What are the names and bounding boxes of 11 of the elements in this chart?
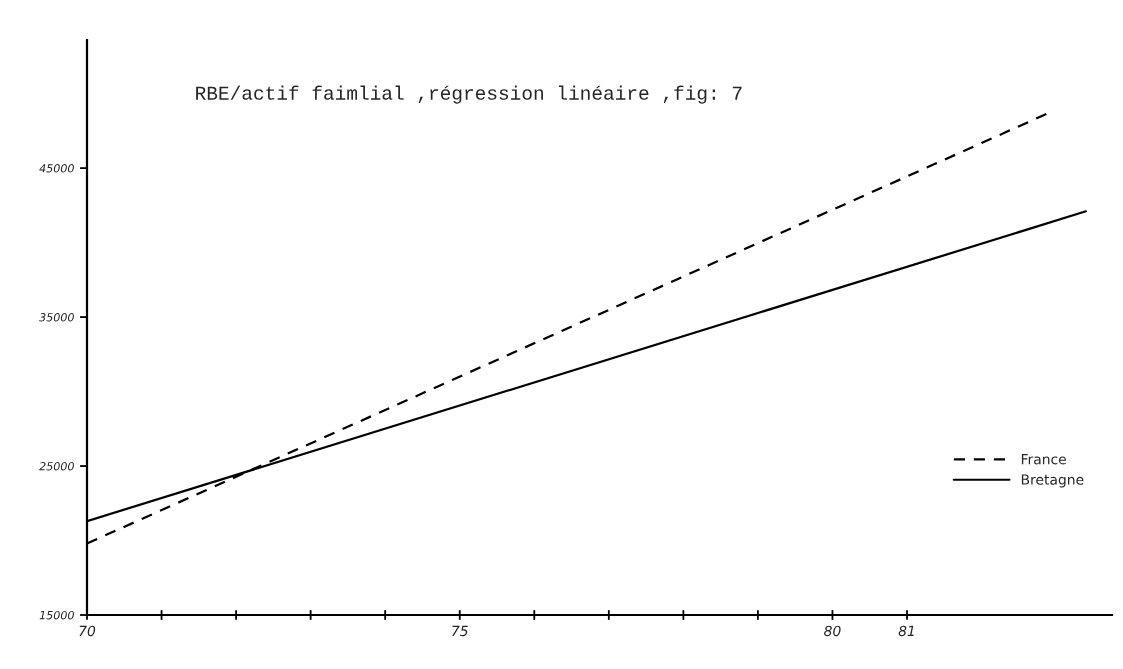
y-tick-label: 35000	[39, 313, 74, 322]
x-tick-label: 70	[79, 625, 96, 637]
legend-label: Bretagne	[1021, 474, 1084, 488]
y-tick-label: 25000	[39, 462, 74, 471]
y-tick-label: 45000	[39, 164, 74, 173]
y-tick-label: 15000	[39, 610, 74, 620]
x-tick-label: 75	[452, 625, 468, 637]
x-tick-label: 80	[824, 625, 841, 637]
text: RBE/actif faimlial ,régression linéaire ,fig: 7	[196, 85, 742, 104]
x-tick-label: 81	[898, 625, 914, 637]
legend-label: France	[1021, 454, 1066, 465]
